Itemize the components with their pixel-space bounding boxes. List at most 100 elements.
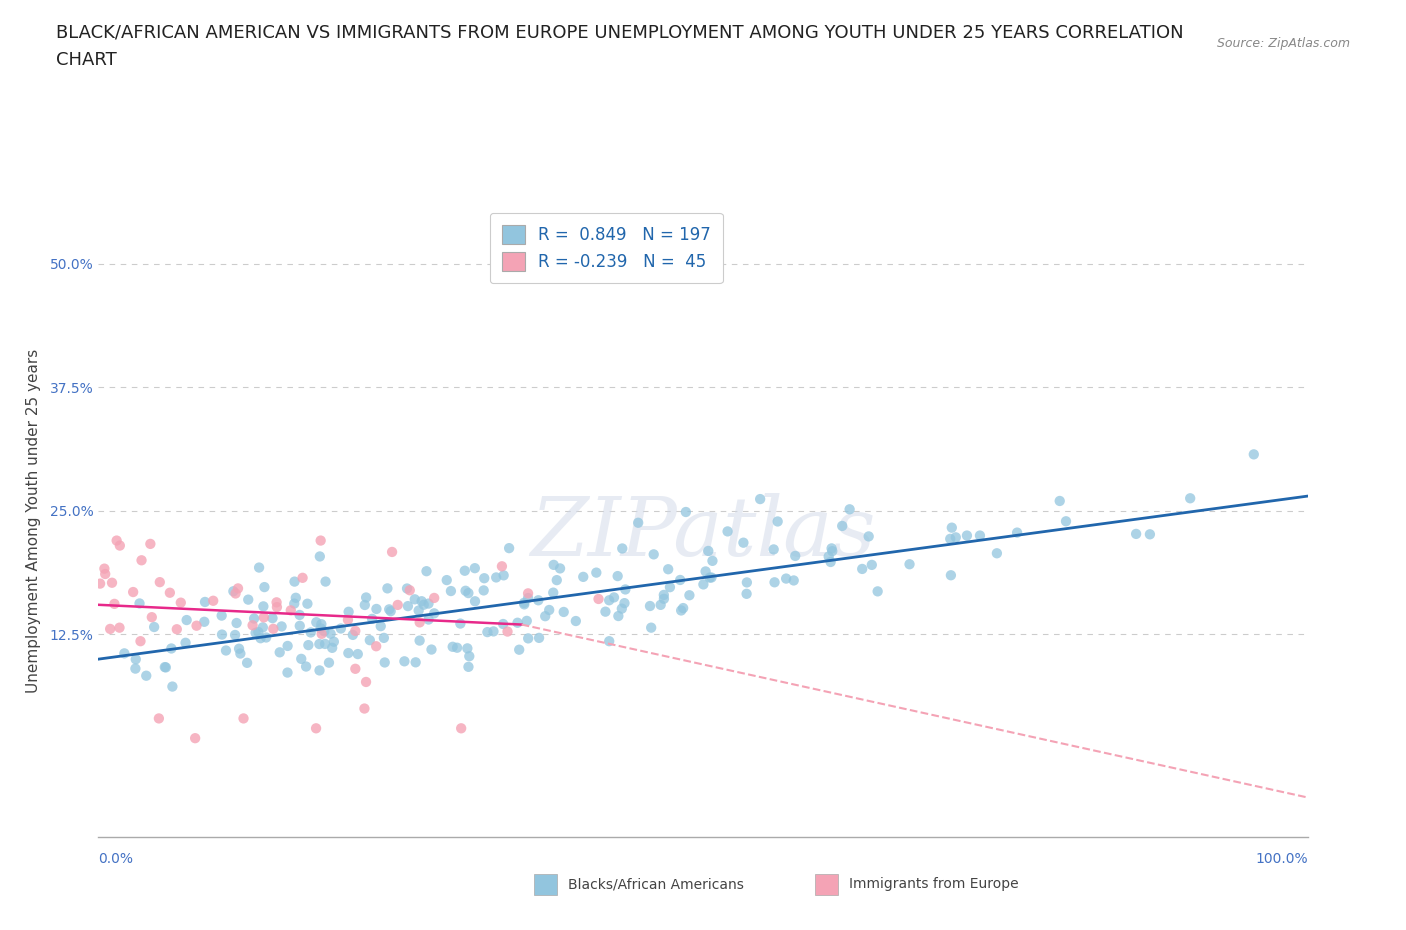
Point xyxy=(366,639,388,654)
Point xyxy=(378,602,401,617)
Point xyxy=(308,637,330,652)
Point xyxy=(610,601,633,616)
Point xyxy=(956,528,979,543)
Point xyxy=(699,570,721,585)
Point xyxy=(283,574,305,589)
Point xyxy=(553,604,575,619)
Point xyxy=(193,615,215,630)
Point xyxy=(148,711,170,725)
Point xyxy=(377,581,399,596)
Point xyxy=(513,597,536,612)
Text: 0.0%: 0.0% xyxy=(98,852,134,866)
Point xyxy=(309,533,332,548)
Point xyxy=(898,557,921,572)
Point xyxy=(606,568,628,583)
Point xyxy=(441,639,464,654)
Point xyxy=(143,619,166,634)
Point xyxy=(247,625,270,640)
Point xyxy=(108,620,131,635)
Point xyxy=(225,616,247,631)
Point xyxy=(103,596,125,611)
Point xyxy=(652,591,675,606)
Point xyxy=(141,610,163,625)
Point xyxy=(315,574,337,589)
Point xyxy=(112,646,135,661)
Point xyxy=(652,588,675,603)
Point xyxy=(266,595,288,610)
Point xyxy=(309,621,332,636)
Point xyxy=(98,621,121,636)
Point xyxy=(254,630,277,644)
Point xyxy=(607,608,630,623)
Point xyxy=(373,631,395,645)
Point xyxy=(643,547,665,562)
Point xyxy=(321,641,343,656)
Point xyxy=(969,528,991,543)
Point xyxy=(517,591,540,605)
Point xyxy=(262,621,284,636)
Point xyxy=(817,549,839,564)
Point xyxy=(374,655,396,670)
Point xyxy=(232,711,254,725)
Point xyxy=(380,604,402,618)
Point xyxy=(678,588,700,603)
Point xyxy=(249,631,271,645)
Point xyxy=(449,617,471,631)
Point xyxy=(311,627,333,642)
Point xyxy=(236,656,259,671)
Point xyxy=(329,621,352,636)
Point xyxy=(277,639,299,654)
Point xyxy=(472,571,495,586)
Point xyxy=(396,599,419,614)
Point xyxy=(415,564,437,578)
Point xyxy=(492,568,515,583)
Point xyxy=(308,549,330,564)
Point xyxy=(650,597,672,612)
Point xyxy=(423,591,446,605)
Point xyxy=(1243,447,1265,462)
Point xyxy=(94,566,117,581)
Text: 100.0%: 100.0% xyxy=(1256,852,1308,866)
Point xyxy=(541,585,564,600)
Point xyxy=(252,620,274,635)
Point xyxy=(766,514,789,529)
Point xyxy=(361,611,384,626)
Point xyxy=(314,624,336,639)
Point xyxy=(408,633,430,648)
Point xyxy=(733,536,755,551)
Point xyxy=(224,628,246,643)
Point xyxy=(572,569,595,584)
Point xyxy=(695,564,717,578)
Point xyxy=(613,596,636,611)
Legend: R =  0.849   N = 197, R = -0.239   N =  45: R = 0.849 N = 197, R = -0.239 N = 45 xyxy=(489,213,723,283)
Point xyxy=(124,661,146,676)
Point xyxy=(749,492,772,507)
Point xyxy=(129,633,152,648)
Point xyxy=(395,581,418,596)
Point xyxy=(160,641,183,656)
Point xyxy=(546,573,568,588)
Point xyxy=(534,609,557,624)
Point xyxy=(211,627,233,642)
Point xyxy=(305,721,328,736)
Point xyxy=(262,611,284,626)
Point xyxy=(297,638,319,653)
Point xyxy=(153,659,176,674)
Point xyxy=(337,645,360,660)
Point xyxy=(162,679,184,694)
Point xyxy=(319,626,342,641)
Point xyxy=(122,585,145,600)
Point xyxy=(785,549,807,564)
Point xyxy=(517,631,540,645)
Point xyxy=(404,591,426,606)
Point xyxy=(166,622,188,637)
Point xyxy=(669,603,692,618)
Point xyxy=(342,628,364,643)
Point xyxy=(366,602,388,617)
Point xyxy=(238,592,260,607)
Point xyxy=(783,573,806,588)
Text: Source: ZipAtlas.com: Source: ZipAtlas.com xyxy=(1216,37,1350,50)
Point xyxy=(513,595,536,610)
Point xyxy=(215,643,238,658)
Point xyxy=(411,593,433,608)
